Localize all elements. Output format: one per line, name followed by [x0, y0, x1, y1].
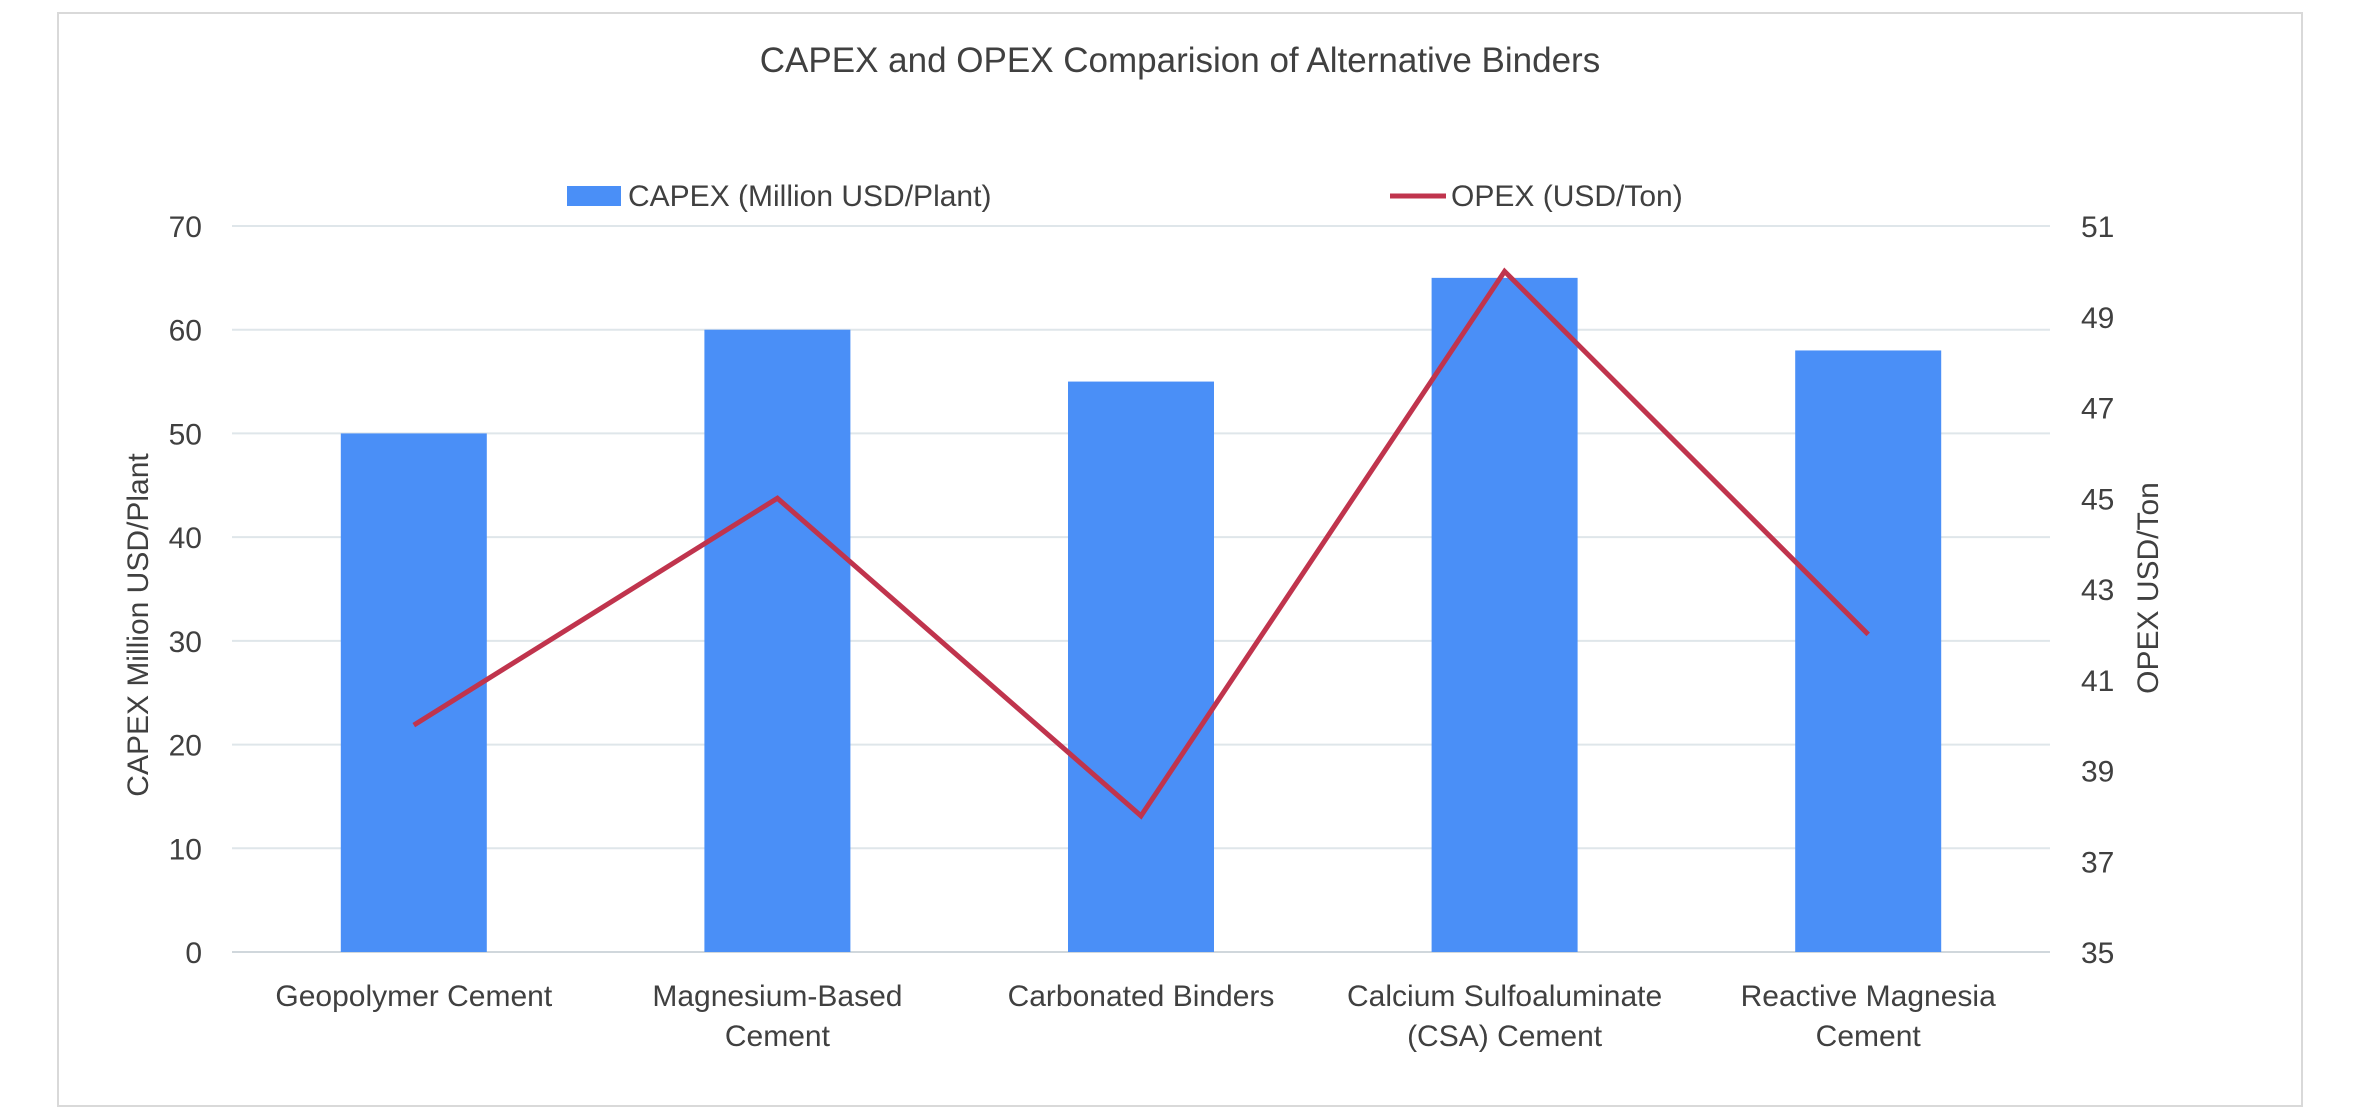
category-label: Reactive Magnesia Cement [1741, 980, 1996, 1053]
capex-bar [1431, 277, 1578, 952]
category-label-line: (CSA) Cement [1407, 1020, 1603, 1053]
right-tick-label: 47 [2081, 393, 2114, 426]
right-tick-label: 37 [2081, 846, 2114, 879]
category-label: Calcium Sulfoaluminate (CSA) Cement [1347, 980, 1662, 1053]
legend-capex-label: CAPEX (Million USD/Plant) [628, 180, 991, 213]
left-tick-label: 70 [169, 211, 202, 244]
right-tick-label: 41 [2081, 665, 2114, 698]
right-tick-label: 45 [2081, 483, 2114, 516]
left-tick-label: 50 [169, 418, 202, 451]
category-label-line: Magnesium-Based [652, 980, 902, 1013]
right-tick-label: 35 [2081, 937, 2114, 970]
right-axis-ticks: 35 37 39 41 43 45 47 49 51 [2081, 211, 2114, 970]
left-tick-label: 40 [169, 522, 202, 555]
category-labels: Geopolymer Cement Magnesium-Based Cement Ca… [275, 980, 1996, 1053]
left-tick-label: 0 [185, 937, 202, 970]
left-axis-ticks: 0 10 20 30 40 50 60 70 [169, 211, 202, 970]
category-label-line: Reactive Magnesia [1741, 980, 1996, 1013]
chart-title: CAPEX and OPEX Comparision of Alternativ… [760, 41, 1600, 80]
category-label: Carbonated Binders [1008, 980, 1275, 1013]
capex-bar [1068, 381, 1214, 953]
left-tick-label: 30 [169, 626, 202, 659]
category-label-line: Cement [725, 1020, 831, 1053]
right-tick-label: 49 [2081, 302, 2114, 335]
legend-opex-label: OPEX (USD/Ton) [1451, 180, 1683, 213]
right-tick-label: 39 [2081, 756, 2114, 789]
category-label-line: Calcium Sulfoaluminate [1347, 980, 1662, 1013]
category-label-line: Carbonated Binders [1008, 980, 1275, 1013]
left-tick-label: 60 [169, 315, 202, 348]
category-label: Magnesium-Based Cement [652, 980, 902, 1053]
left-axis-title: CAPEX Million USD/Plant [122, 453, 155, 797]
capex-bar [1795, 350, 1942, 952]
category-label-line: Cement [1816, 1020, 1922, 1053]
capex-bar [704, 329, 851, 952]
left-tick-label: 10 [169, 833, 202, 866]
right-tick-label: 51 [2081, 211, 2114, 244]
right-tick-label: 43 [2081, 574, 2114, 607]
left-tick-label: 20 [169, 730, 202, 763]
category-label-line: Geopolymer Cement [275, 980, 552, 1013]
right-axis-title: OPEX USD/Ton [2132, 482, 2165, 694]
legend: CAPEX (Million USD/Plant) OPEX (USD/Ton) [567, 180, 1683, 213]
opex-line [412, 267, 1870, 820]
opex-line-path [412, 267, 1870, 820]
legend-bar-swatch [567, 186, 621, 206]
capex-bars [340, 277, 1942, 953]
category-label: Geopolymer Cement [275, 980, 552, 1013]
